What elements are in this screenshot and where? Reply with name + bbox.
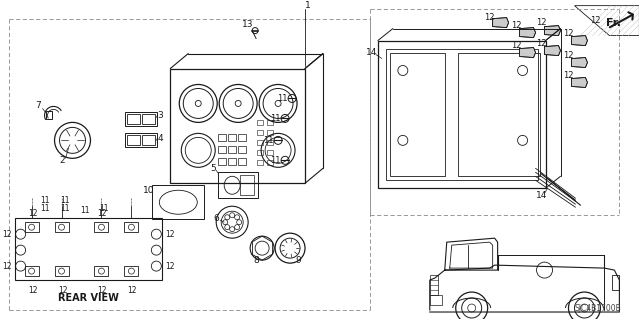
Text: 11: 11 xyxy=(60,204,69,213)
Text: 9: 9 xyxy=(295,256,301,265)
Polygon shape xyxy=(572,36,588,46)
Text: 12: 12 xyxy=(28,209,37,218)
Bar xyxy=(218,158,226,165)
Bar xyxy=(228,158,236,165)
Bar xyxy=(127,115,140,124)
Bar xyxy=(430,275,438,295)
Text: 12: 12 xyxy=(166,262,175,271)
Text: 3: 3 xyxy=(157,111,163,120)
Bar xyxy=(240,175,254,195)
Text: 11: 11 xyxy=(40,204,49,213)
Text: 10: 10 xyxy=(143,186,154,195)
Polygon shape xyxy=(545,26,561,36)
Bar xyxy=(24,266,38,276)
Text: 5: 5 xyxy=(211,164,216,173)
Text: 11: 11 xyxy=(277,94,287,103)
Text: 12: 12 xyxy=(563,71,573,80)
Bar xyxy=(45,111,52,119)
Text: 11: 11 xyxy=(263,136,273,145)
Text: 12: 12 xyxy=(28,286,37,294)
Text: 6: 6 xyxy=(213,214,219,223)
Bar xyxy=(228,134,236,141)
Text: 12: 12 xyxy=(536,39,547,48)
Bar xyxy=(127,135,140,145)
Text: 4: 4 xyxy=(157,134,163,143)
Bar xyxy=(95,222,108,232)
Bar xyxy=(170,69,305,183)
Text: 12: 12 xyxy=(166,230,175,239)
Bar xyxy=(267,160,273,165)
Bar xyxy=(378,41,545,188)
Text: 11: 11 xyxy=(60,196,69,205)
Bar xyxy=(218,134,226,141)
Bar xyxy=(257,130,263,135)
Text: 14: 14 xyxy=(536,191,547,200)
Polygon shape xyxy=(520,48,536,57)
Text: 11: 11 xyxy=(40,196,49,205)
Bar xyxy=(124,266,138,276)
Text: 12: 12 xyxy=(98,209,107,218)
Bar xyxy=(257,120,263,125)
Bar xyxy=(124,222,138,232)
Bar xyxy=(257,150,263,155)
Text: 11: 11 xyxy=(80,206,89,215)
Bar xyxy=(267,140,273,145)
Text: 12: 12 xyxy=(511,41,522,50)
Bar xyxy=(54,266,68,276)
Text: 11: 11 xyxy=(270,114,280,123)
Text: 12: 12 xyxy=(127,286,137,294)
Text: SJC4B1700B: SJC4B1700B xyxy=(574,303,621,313)
Text: 12: 12 xyxy=(58,286,67,294)
Polygon shape xyxy=(520,28,536,38)
Bar xyxy=(152,185,204,219)
Bar xyxy=(612,275,620,290)
Text: 14: 14 xyxy=(366,48,378,57)
Text: 12: 12 xyxy=(511,21,522,30)
Bar xyxy=(458,53,540,176)
Text: Fr.: Fr. xyxy=(606,18,621,28)
Bar xyxy=(142,115,156,124)
Text: REAR VIEW: REAR VIEW xyxy=(58,293,119,303)
Polygon shape xyxy=(572,57,588,68)
Text: 13: 13 xyxy=(243,20,254,29)
Bar xyxy=(238,146,246,153)
Text: 8: 8 xyxy=(253,256,259,265)
Polygon shape xyxy=(545,46,561,56)
Bar xyxy=(218,172,258,198)
Bar xyxy=(125,133,157,147)
Bar xyxy=(257,160,263,165)
Text: 12: 12 xyxy=(563,51,573,60)
Text: 12: 12 xyxy=(484,13,495,22)
Bar xyxy=(238,158,246,165)
Bar xyxy=(430,295,442,305)
Text: 11: 11 xyxy=(100,204,109,213)
Bar xyxy=(257,140,263,145)
Bar xyxy=(267,120,273,125)
Text: 12: 12 xyxy=(2,230,12,239)
Bar xyxy=(24,222,38,232)
Bar xyxy=(228,146,236,153)
Text: 12: 12 xyxy=(563,29,573,38)
Text: 2: 2 xyxy=(60,156,65,165)
Bar xyxy=(386,48,538,180)
Bar xyxy=(218,146,226,153)
Bar xyxy=(267,150,273,155)
Text: 12: 12 xyxy=(98,286,107,294)
Bar xyxy=(390,53,445,176)
Text: 12: 12 xyxy=(2,262,12,271)
Text: 1: 1 xyxy=(305,1,311,10)
Bar xyxy=(54,222,68,232)
Text: 7: 7 xyxy=(36,101,42,110)
Polygon shape xyxy=(493,18,509,28)
Text: 12: 12 xyxy=(536,18,547,27)
Bar xyxy=(267,130,273,135)
Bar xyxy=(95,266,108,276)
Polygon shape xyxy=(572,78,588,87)
Text: 11: 11 xyxy=(270,156,280,165)
Bar xyxy=(238,134,246,141)
Bar xyxy=(125,112,157,126)
Bar xyxy=(15,218,163,280)
Bar xyxy=(142,135,156,145)
Text: 12: 12 xyxy=(590,16,601,25)
